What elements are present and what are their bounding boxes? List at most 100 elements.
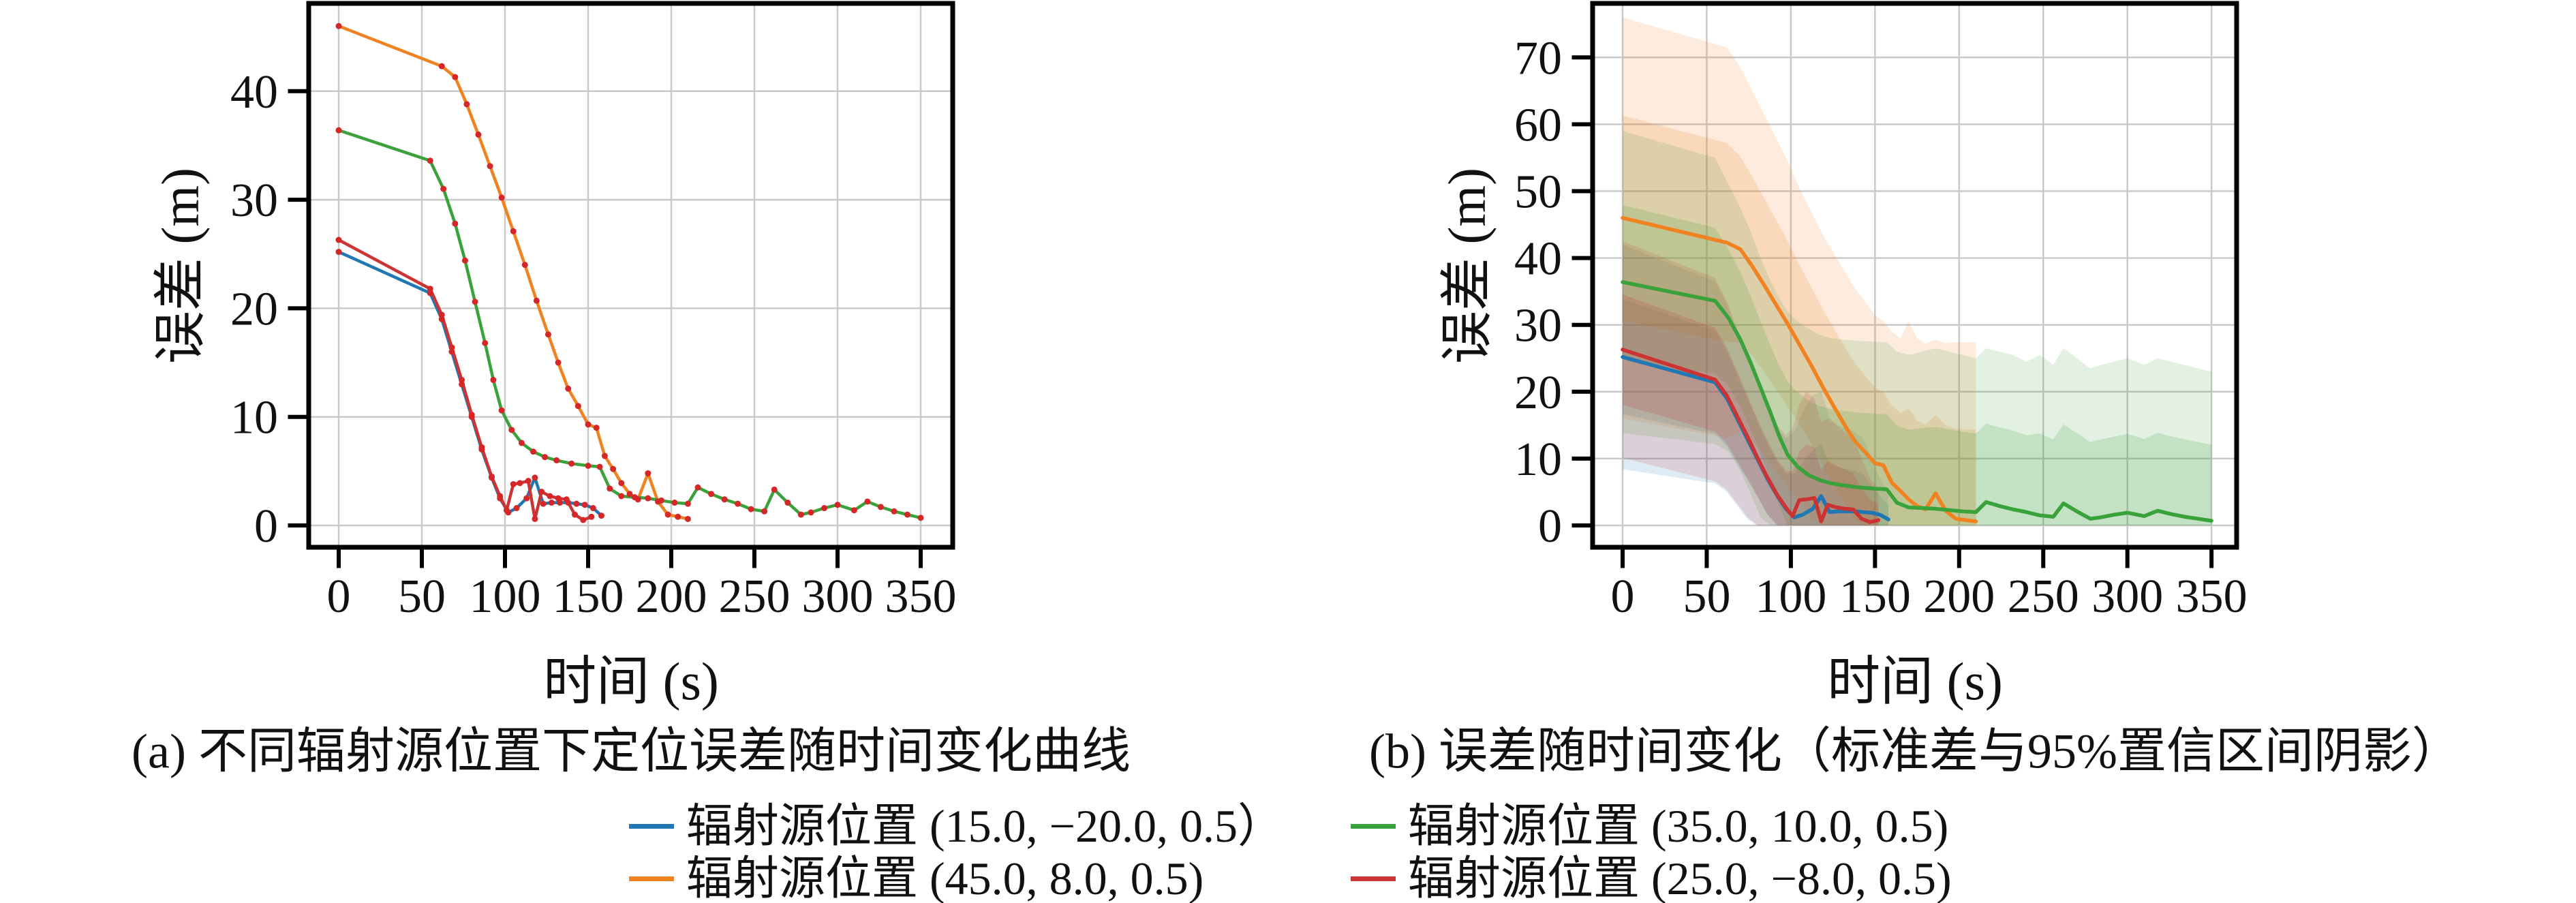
marker-dot-series-1	[335, 22, 342, 29]
marker-dot-series-2	[735, 500, 741, 507]
marker-dot-series-2	[542, 454, 549, 461]
marker-dot-series-2	[891, 508, 898, 515]
caption-subfigure-b: (b) 误差随时间变化（标准差与95%置信区间阴影）	[1369, 724, 2461, 779]
marker-dot-series-2	[864, 498, 871, 505]
marker-dot-series-2	[904, 511, 910, 518]
legend-item-source-3: 辐射源位置 (35.0, 10.0, 0.5)	[1351, 803, 1948, 849]
marker-dot-series-2	[821, 505, 827, 512]
y-tick-label: 20	[1514, 367, 1562, 419]
marker-dot-series-2	[797, 511, 804, 518]
marker-dot-series-1	[487, 163, 493, 170]
marker-dot-series-1	[475, 132, 482, 138]
band-std-series-3	[1623, 294, 1879, 525]
band-ci95-series-2	[1623, 131, 2212, 525]
marker-dot-series-3	[427, 286, 433, 292]
series-line-2-chart-a	[337, 128, 923, 520]
band-std-series-1	[1623, 115, 1976, 526]
marker-dot-series-2	[498, 407, 505, 414]
marker-dot-series-2	[452, 220, 459, 227]
x-tick-label: 0	[327, 570, 351, 623]
marker-dot-series-1	[675, 513, 681, 520]
marker-dot-series-2	[694, 484, 701, 491]
marker-dot-series-1	[555, 359, 562, 366]
marker-dot-series-1	[545, 331, 551, 338]
marker-dot-series-3	[438, 311, 445, 318]
marker-dot-series-0	[598, 512, 605, 519]
marker-dot-series-2	[530, 448, 536, 455]
marker-dot-series-3	[510, 480, 517, 487]
marker-dot-series-1	[618, 480, 625, 487]
y-tick-label: 30	[1514, 300, 1562, 352]
marker-dot-series-2	[490, 377, 497, 384]
plot-border-b	[1590, 1, 2239, 550]
marker-dot-series-2	[761, 508, 768, 515]
y-tick-label: 60	[1514, 99, 1562, 151]
marker-dot-series-2	[472, 299, 478, 305]
x-tick-label: 250	[2008, 570, 2079, 623]
marker-dot-series-3	[517, 480, 523, 487]
marker-dot-series-2	[518, 440, 525, 446]
marker-dot-series-1	[521, 262, 528, 269]
series-line-3-chart-b	[1621, 348, 1881, 524]
marker-dot-series-2	[850, 507, 857, 514]
marker-dot-series-2	[658, 497, 664, 504]
x-tick-label: 200	[1923, 570, 1995, 623]
marker-dot-series-1	[565, 385, 572, 392]
marker-dot-series-2	[671, 500, 678, 506]
marker-dot-series-2	[684, 500, 691, 507]
marker-dot-series-1	[593, 425, 600, 431]
series-line-0-chart-a	[337, 250, 603, 517]
marker-dot-series-0	[581, 502, 588, 508]
marker-dot-series-3	[478, 444, 485, 450]
marker-dot-series-3	[497, 493, 504, 500]
marker-dot-series-1	[626, 491, 633, 498]
band-std-series-0	[1623, 299, 1889, 525]
marker-dot-series-0	[459, 381, 465, 388]
series-line-1-chart-a	[337, 24, 690, 521]
marker-dot-series-2	[568, 460, 575, 467]
marker-dot-series-3	[448, 344, 455, 351]
marker-dot-series-0	[448, 348, 455, 355]
band-ci95-series-3	[1623, 241, 1879, 525]
marker-dot-series-3	[563, 496, 570, 503]
x-tick-label: 350	[2176, 570, 2248, 623]
marker-dot-series-2	[553, 457, 560, 463]
y-tick-label: 0	[1538, 500, 1562, 553]
marker-dot-series-3	[525, 478, 532, 485]
legend-item-source-2: 辐射源位置 (45.0, 8.0, 0.5)	[629, 855, 1203, 902]
marker-dot-series-3	[538, 489, 545, 495]
marker-dot-series-2	[508, 427, 515, 433]
marker-dot-series-2	[482, 339, 489, 346]
marker-dot-series-0	[573, 500, 580, 507]
marker-dot-series-3	[459, 377, 465, 384]
marker-dot-series-1	[664, 511, 671, 518]
legend-swatch-orange	[629, 876, 674, 881]
marker-dot-series-1	[463, 101, 470, 108]
band-std-series-2	[1623, 204, 2212, 525]
x-tick-label: 50	[1683, 570, 1730, 623]
marker-dot-series-2	[461, 257, 468, 264]
band-ci95-series-0	[1623, 244, 1889, 525]
legend-swatch-red	[1351, 876, 1396, 881]
legend-label: 辐射源位置 (45.0, 8.0, 0.5)	[686, 853, 1204, 903]
band-ci95-series-1	[1623, 17, 1976, 525]
marker-dot-series-2	[877, 504, 884, 510]
marker-dot-series-2	[607, 485, 613, 492]
legend-swatch-blue	[629, 823, 674, 829]
marker-dot-series-2	[708, 491, 715, 498]
x-tick-label: 250	[719, 570, 791, 623]
marker-dot-series-0	[523, 495, 530, 502]
x-tick-label: 200	[636, 570, 707, 623]
x-axis-label-b: 时间 (s)	[1827, 652, 2003, 711]
marker-dot-series-0	[335, 249, 342, 256]
marker-dot-series-2	[917, 515, 924, 521]
marker-dot-series-1	[645, 470, 651, 477]
series-line-2-chart-b	[1621, 280, 2213, 523]
marker-dot-series-0	[513, 505, 520, 512]
y-tick-label: 40	[1514, 233, 1562, 286]
legend-label: 辐射源位置 (25.0, −8.0, 0.5)	[1408, 853, 1952, 903]
marker-dot-series-3	[335, 236, 342, 243]
y-tick-label: 50	[1514, 166, 1562, 219]
marker-dot-series-1	[585, 421, 592, 428]
